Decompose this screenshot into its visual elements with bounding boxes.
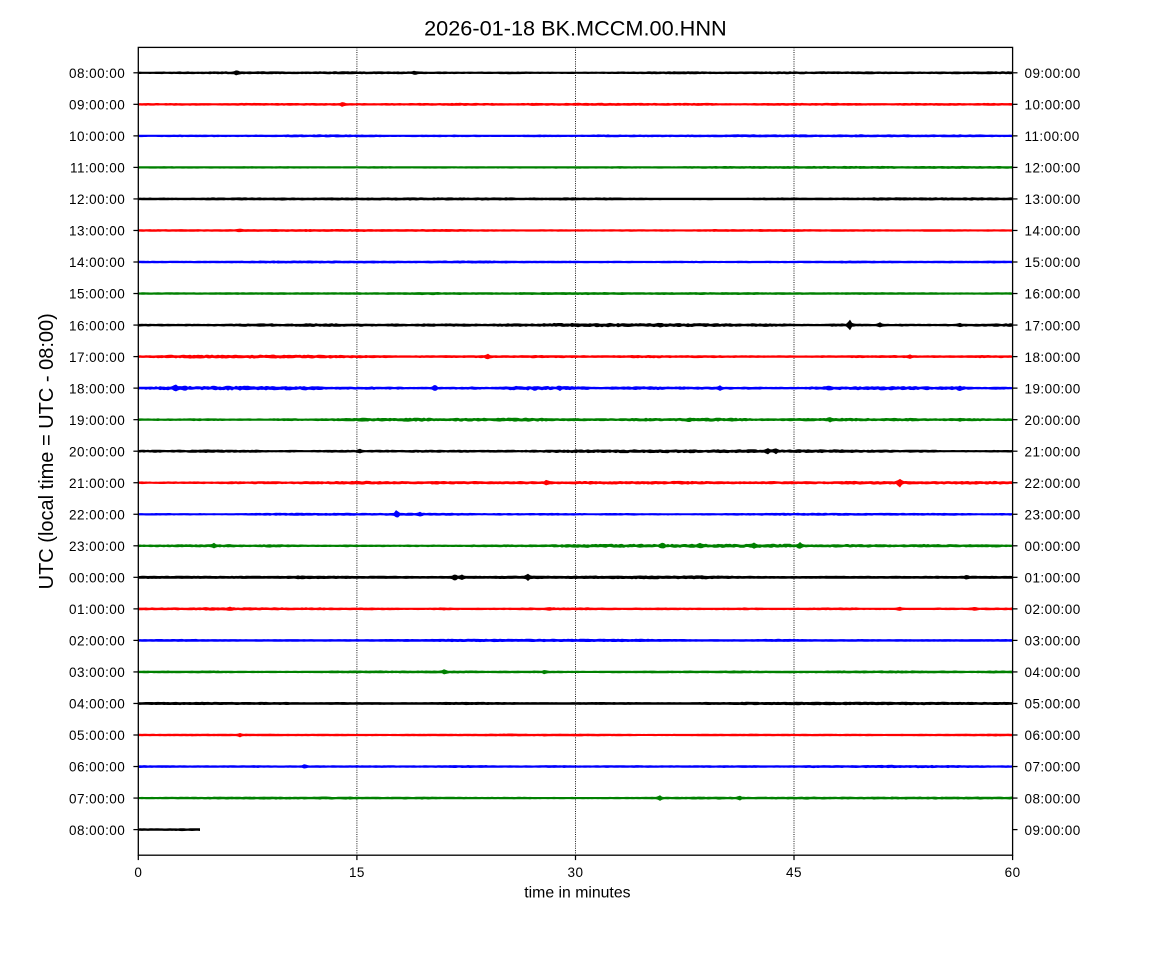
svg-text:11:00:00: 11:00:00 [70, 161, 125, 176]
svg-text:00:00:00: 00:00:00 [1025, 539, 1081, 554]
svg-text:14:00:00: 14:00:00 [69, 255, 125, 270]
svg-text:16:00:00: 16:00:00 [1025, 287, 1081, 302]
svg-text:22:00:00: 22:00:00 [1025, 476, 1081, 491]
svg-text:13:00:00: 13:00:00 [1025, 192, 1081, 207]
svg-text:10:00:00: 10:00:00 [69, 129, 125, 144]
svg-text:18:00:00: 18:00:00 [1025, 350, 1081, 365]
svg-text:time in minutes: time in minutes [524, 884, 630, 901]
svg-text:02:00:00: 02:00:00 [1025, 602, 1081, 617]
svg-text:10:00:00: 10:00:00 [1025, 98, 1081, 113]
svg-text:23:00:00: 23:00:00 [1025, 507, 1081, 522]
svg-text:14:00:00: 14:00:00 [1025, 224, 1081, 239]
svg-text:15:00:00: 15:00:00 [69, 287, 125, 302]
svg-text:19:00:00: 19:00:00 [1025, 381, 1081, 396]
svg-text:2026-01-18 BK.MCCM.00.HNN: 2026-01-18 BK.MCCM.00.HNN [424, 15, 727, 40]
svg-text:04:00:00: 04:00:00 [69, 697, 125, 712]
svg-text:12:00:00: 12:00:00 [1025, 161, 1081, 176]
svg-text:06:00:00: 06:00:00 [1025, 728, 1081, 743]
svg-text:23:00:00: 23:00:00 [69, 539, 125, 554]
svg-text:19:00:00: 19:00:00 [69, 413, 125, 428]
svg-text:04:00:00: 04:00:00 [1025, 665, 1081, 680]
svg-text:09:00:00: 09:00:00 [1025, 823, 1081, 838]
svg-text:08:00:00: 08:00:00 [69, 823, 125, 838]
svg-text:13:00:00: 13:00:00 [69, 224, 125, 239]
svg-text:22:00:00: 22:00:00 [69, 507, 125, 522]
svg-text:20:00:00: 20:00:00 [69, 444, 125, 459]
svg-text:09:00:00: 09:00:00 [1025, 66, 1081, 81]
svg-text:03:00:00: 03:00:00 [69, 665, 125, 680]
svg-text:15:00:00: 15:00:00 [1025, 255, 1081, 270]
svg-text:07:00:00: 07:00:00 [69, 791, 125, 806]
svg-text:06:00:00: 06:00:00 [69, 760, 125, 775]
svg-text:00:00:00: 00:00:00 [69, 571, 125, 586]
svg-text:01:00:00: 01:00:00 [69, 602, 125, 617]
svg-text:17:00:00: 17:00:00 [69, 350, 125, 365]
svg-text:05:00:00: 05:00:00 [1025, 697, 1081, 712]
svg-text:05:00:00: 05:00:00 [69, 728, 125, 743]
svg-text:12:00:00: 12:00:00 [69, 192, 125, 207]
svg-text:20:00:00: 20:00:00 [1025, 413, 1081, 428]
svg-text:01:00:00: 01:00:00 [1025, 571, 1081, 586]
svg-text:02:00:00: 02:00:00 [69, 634, 125, 649]
svg-text:16:00:00: 16:00:00 [69, 318, 125, 333]
svg-text:09:00:00: 09:00:00 [69, 98, 125, 113]
svg-text:11:00:00: 11:00:00 [1025, 129, 1080, 144]
svg-text:UTC (local time = UTC - 08:00): UTC (local time = UTC - 08:00) [36, 313, 58, 589]
svg-text:21:00:00: 21:00:00 [69, 476, 125, 491]
svg-text:07:00:00: 07:00:00 [1025, 760, 1081, 775]
svg-text:17:00:00: 17:00:00 [1025, 318, 1081, 333]
svg-text:30: 30 [568, 865, 584, 880]
svg-text:08:00:00: 08:00:00 [69, 66, 125, 81]
svg-text:0: 0 [134, 865, 142, 880]
svg-text:18:00:00: 18:00:00 [69, 381, 125, 396]
svg-text:15: 15 [349, 865, 365, 880]
svg-text:60: 60 [1005, 865, 1021, 880]
svg-text:03:00:00: 03:00:00 [1025, 634, 1081, 649]
svg-text:45: 45 [786, 865, 802, 880]
svg-text:08:00:00: 08:00:00 [1025, 791, 1081, 806]
svg-text:21:00:00: 21:00:00 [1025, 444, 1081, 459]
